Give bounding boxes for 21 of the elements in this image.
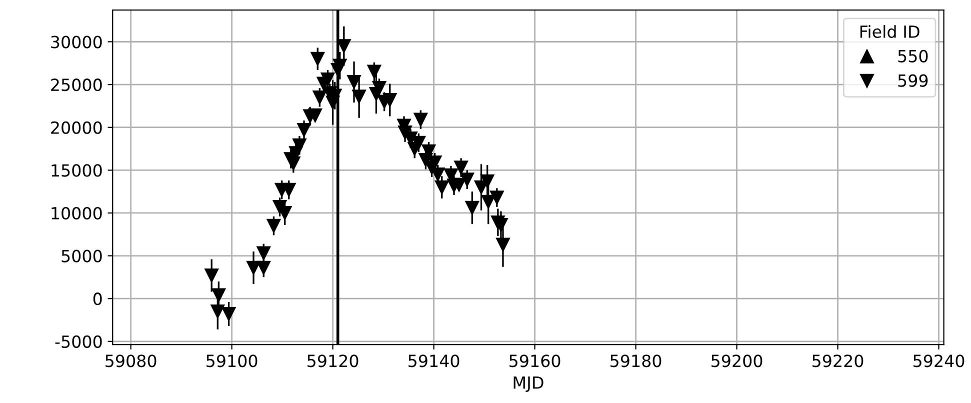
y-tick-label: 20000 xyxy=(51,121,102,134)
y-tick-label: 0 xyxy=(93,292,102,306)
y-tick-label: 25000 xyxy=(51,78,102,92)
y-tick-label: 15000 xyxy=(52,164,102,177)
legend-label: 550 xyxy=(898,50,928,62)
x-tick-label: 59140 xyxy=(408,354,460,368)
legend-title: Field ID xyxy=(860,25,920,38)
x-tick-label: 59080 xyxy=(106,354,156,368)
x-tick-label: 59120 xyxy=(308,354,358,368)
x-tick-label: 59200 xyxy=(712,354,762,368)
y-tick-label: 10000 xyxy=(52,206,102,220)
x-axis-title: MJD xyxy=(514,376,544,392)
x-tick-label: 59240 xyxy=(914,354,964,368)
y-tick-label: -5000 xyxy=(55,335,102,348)
x-tick-label: 59180 xyxy=(610,354,662,368)
x-tick-label: 59100 xyxy=(206,354,258,368)
y-tick-label: 5000 xyxy=(62,250,102,262)
x-tick-label: 59220 xyxy=(812,354,864,368)
y-tick-label: 30000 xyxy=(51,36,102,48)
x-tick-label: 59160 xyxy=(510,354,560,368)
legend-label: 599 xyxy=(898,74,928,87)
